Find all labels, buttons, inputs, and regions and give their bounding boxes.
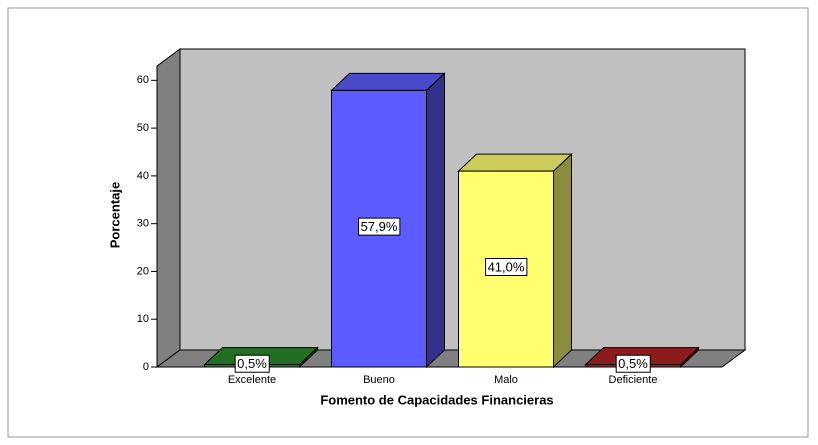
x-tick-label: Bueno	[363, 374, 395, 386]
value-label: 57,9%	[361, 219, 398, 234]
value-label: 41,0%	[488, 259, 525, 274]
bar-side	[426, 72, 445, 369]
value-label: 0,5%	[618, 356, 648, 371]
value-label-box	[485, 257, 528, 276]
y-tick-label: 10	[137, 313, 149, 325]
y-tick-label: 20	[137, 265, 149, 277]
y-tick-label: 40	[137, 170, 149, 182]
value-label-box	[358, 217, 401, 236]
value-label: 0,5%	[237, 356, 267, 371]
y-tick-label: 50	[137, 122, 149, 134]
value-label-box	[234, 354, 270, 373]
bar-side	[553, 152, 572, 369]
y-tick-label: 60	[137, 74, 149, 86]
x-tick-label: Malo	[494, 374, 518, 386]
x-axis-title: Fomento de Capacidades Financieras	[320, 392, 553, 407]
value-label-box	[615, 354, 651, 373]
y-tick-label: 30	[137, 218, 149, 230]
bar-top	[457, 153, 573, 172]
x-tick-label: Excelente	[228, 374, 276, 386]
bar-top	[330, 72, 446, 91]
side-wall	[156, 48, 181, 368]
x-tick-label: Deficiente	[609, 374, 658, 386]
y-tick-label: 0	[143, 361, 149, 373]
y-axis-title: Porcentaje	[107, 182, 122, 248]
